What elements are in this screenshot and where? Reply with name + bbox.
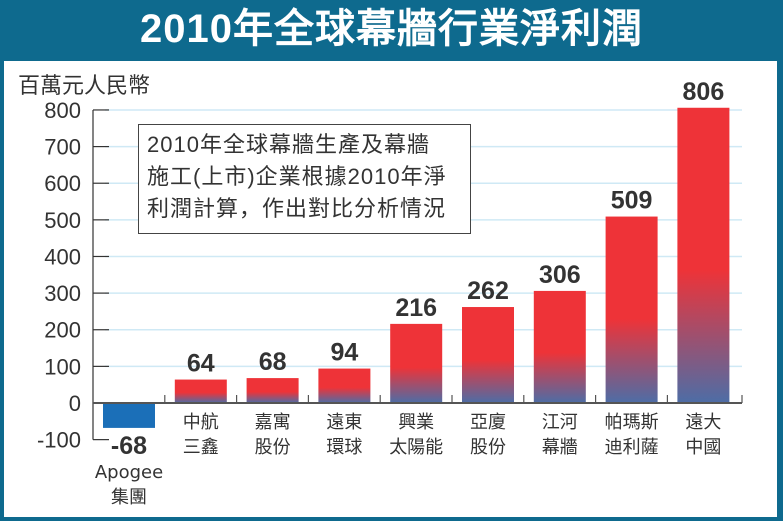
y-tick-label: 300: [44, 281, 81, 306]
x-category-label: 迪利薩: [605, 437, 659, 458]
data-label: 216: [395, 294, 437, 322]
bar: [605, 216, 658, 403]
chart-title: 2010年全球幕牆行業淨利潤: [140, 7, 643, 51]
x-category-label: 股份: [255, 437, 291, 458]
title-banner: 2010年全球幕牆行業淨利潤: [0, 0, 783, 60]
bar: [174, 379, 227, 403]
x-category-label: 三鑫: [183, 437, 219, 458]
y-tick-label: 600: [44, 171, 81, 196]
bar: [390, 323, 443, 403]
annotation-line: 2010年全球幕牆生產及幕牆: [147, 132, 430, 157]
y-tick-label: 500: [44, 208, 81, 233]
data-label: -68: [111, 432, 147, 460]
x-category-label: 江河: [542, 412, 578, 433]
data-label: 509: [611, 187, 653, 215]
x-category-label: 環球: [326, 437, 362, 458]
y-tick-label: 800: [44, 98, 81, 123]
y-tick-label: 200: [44, 318, 81, 343]
annotation-line: 施工(上市)企業根據2010年淨: [147, 164, 447, 189]
bar: [246, 378, 299, 403]
x-category-label: 帕瑪斯: [605, 412, 659, 433]
x-category-label: 集團: [111, 487, 147, 508]
x-category-label: 興業: [398, 412, 434, 433]
y-tick-label: 0: [69, 391, 81, 416]
x-category-label: 股份: [470, 437, 506, 458]
x-category-label: 遠大: [685, 412, 721, 433]
y-tick-label: 100: [44, 354, 81, 379]
x-category-label: Apogee: [95, 462, 163, 483]
data-label: 64: [187, 350, 215, 378]
data-label: 68: [259, 348, 287, 376]
annotation-box: 2010年全球幕牆生產及幕牆 施工(上市)企業根據2010年淨 利潤計算，作出對…: [138, 124, 471, 234]
y-tick-label: -100: [37, 428, 81, 453]
y-axis-label: 百萬元人民幣: [18, 73, 151, 98]
data-label: 306: [539, 261, 581, 289]
x-category-label: 中航: [183, 412, 219, 433]
bar: [462, 307, 514, 403]
bar: [103, 403, 155, 428]
x-category-label: 太陽能: [389, 437, 443, 458]
bar: [677, 107, 730, 403]
bar: [533, 290, 586, 403]
y-tick-label: 400: [44, 244, 81, 269]
data-label: 806: [683, 78, 725, 106]
bar: [318, 368, 371, 403]
y-tick-label: 700: [44, 135, 81, 160]
x-category-label: 中國: [685, 437, 721, 458]
data-label: 94: [330, 339, 358, 367]
x-category-label: 遠東: [326, 412, 362, 433]
x-category-label: 亞廈: [470, 412, 506, 433]
x-category-label: 嘉寓: [255, 412, 291, 433]
x-category-label: 幕牆: [542, 437, 578, 458]
annotation-line: 利潤計算，作出對比分析情況: [147, 196, 447, 221]
data-label: 262: [467, 277, 509, 305]
